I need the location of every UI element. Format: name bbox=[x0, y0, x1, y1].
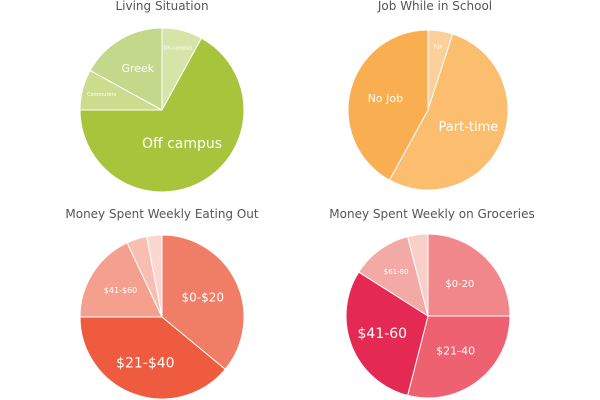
pie-slice-41-60 bbox=[345, 271, 429, 397]
pie-chart-eating-out: $0-$20 $21-$40 $41-$60 bbox=[79, 234, 245, 400]
slice-label-0-20: $0-20 bbox=[445, 279, 474, 290]
slice-label-commuters: Commuters bbox=[87, 92, 117, 98]
pie-slice-21-40 bbox=[79, 316, 226, 400]
slice-label-off-campus: Off campus bbox=[142, 136, 222, 152]
chart-title-job: Job While in School bbox=[377, 0, 493, 13]
slice-label-on-campus: On-campus bbox=[164, 46, 193, 52]
chart-title-living: Living Situation bbox=[115, 0, 209, 13]
pie-chart-groceries: $0-20 $21-40 $41-60 $61-80 bbox=[345, 233, 511, 399]
chart-title-eating-out: Money Spent Weekly Eating Out bbox=[65, 207, 259, 221]
pie-slice-part-time bbox=[388, 33, 509, 191]
slice-label-0-20: $0-$20 bbox=[182, 290, 225, 304]
slice-label-part-time: Part-time bbox=[439, 120, 499, 135]
slice-label-21-40: $21-40 bbox=[436, 345, 475, 358]
pie-slice-21-40 bbox=[407, 315, 511, 399]
chart-title-groceries: Money Spent Weekly on Groceries bbox=[329, 207, 535, 221]
pie-slice-61-80 bbox=[358, 235, 429, 318]
slice-label-41-60: $41-60 bbox=[358, 326, 408, 342]
slice-label-61-80: $61-80 bbox=[384, 268, 409, 276]
pie-slice-no-job bbox=[347, 29, 429, 181]
slice-label-no-job: No Job bbox=[368, 92, 403, 105]
pie-slice-0-20 bbox=[161, 234, 245, 370]
pie-chart-job: Full Part-time No Job bbox=[347, 29, 509, 191]
pie-slice-41-60 bbox=[79, 242, 163, 318]
pie-slice-off-campus bbox=[79, 37, 245, 193]
slice-label-41-60: $41-$60 bbox=[104, 286, 137, 295]
pie-slice-unlabeled-4 bbox=[407, 233, 429, 317]
pie-slice-greek bbox=[89, 27, 163, 111]
pie-chart-living: On-campus Off campus Commuters Greek bbox=[79, 27, 245, 193]
slice-label-21-40: $21-$40 bbox=[116, 355, 175, 371]
pie-slice-unlabeled-4 bbox=[146, 234, 163, 318]
slice-label-full: Full bbox=[434, 44, 443, 50]
pie-slice-0-20 bbox=[427, 233, 511, 317]
slice-label-greek: Greek bbox=[121, 62, 154, 75]
